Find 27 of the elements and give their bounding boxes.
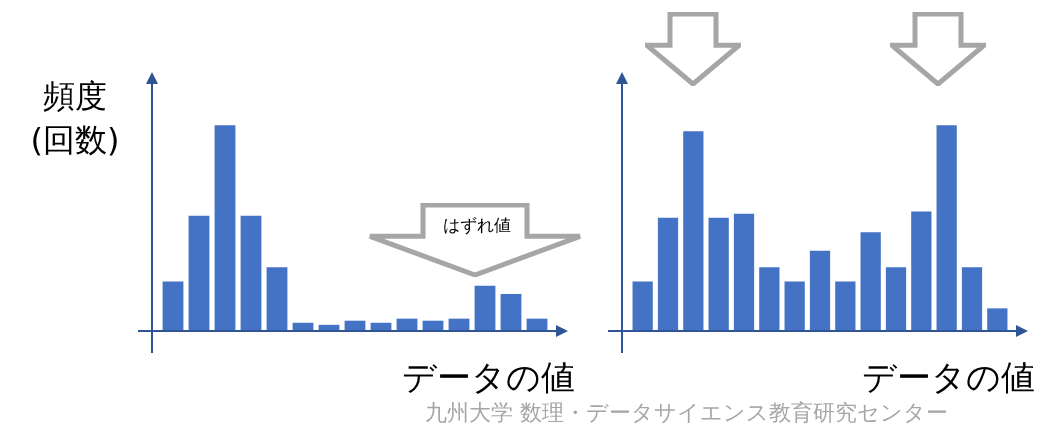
- bar: [188, 215, 210, 331]
- bar: [683, 131, 704, 331]
- x-axis-title: データの値: [402, 356, 575, 399]
- annotation: はずれ値: [442, 214, 512, 237]
- bar: [759, 267, 780, 331]
- bar: [214, 125, 236, 331]
- bar: [733, 213, 755, 331]
- bar: [835, 281, 856, 331]
- bar: [809, 250, 831, 331]
- bar: [784, 281, 805, 331]
- bar: [885, 267, 907, 331]
- bar: [708, 217, 729, 331]
- text: 九州大学 数理・データサイエンス教育研究センター: [425, 399, 948, 427]
- bar: [961, 267, 983, 331]
- bar: [936, 125, 957, 331]
- bar: [474, 285, 496, 331]
- bar: [860, 232, 881, 331]
- bar: [987, 308, 1008, 331]
- y-axis-title: 頻度 (回数): [29, 76, 121, 161]
- bar: [266, 267, 288, 331]
- bar: [657, 217, 679, 331]
- x-axis-title: データの値: [862, 356, 1035, 399]
- bar: [500, 293, 522, 331]
- bar: [240, 215, 262, 331]
- bar: [632, 281, 653, 331]
- bar: [911, 211, 932, 331]
- bar: [162, 281, 184, 331]
